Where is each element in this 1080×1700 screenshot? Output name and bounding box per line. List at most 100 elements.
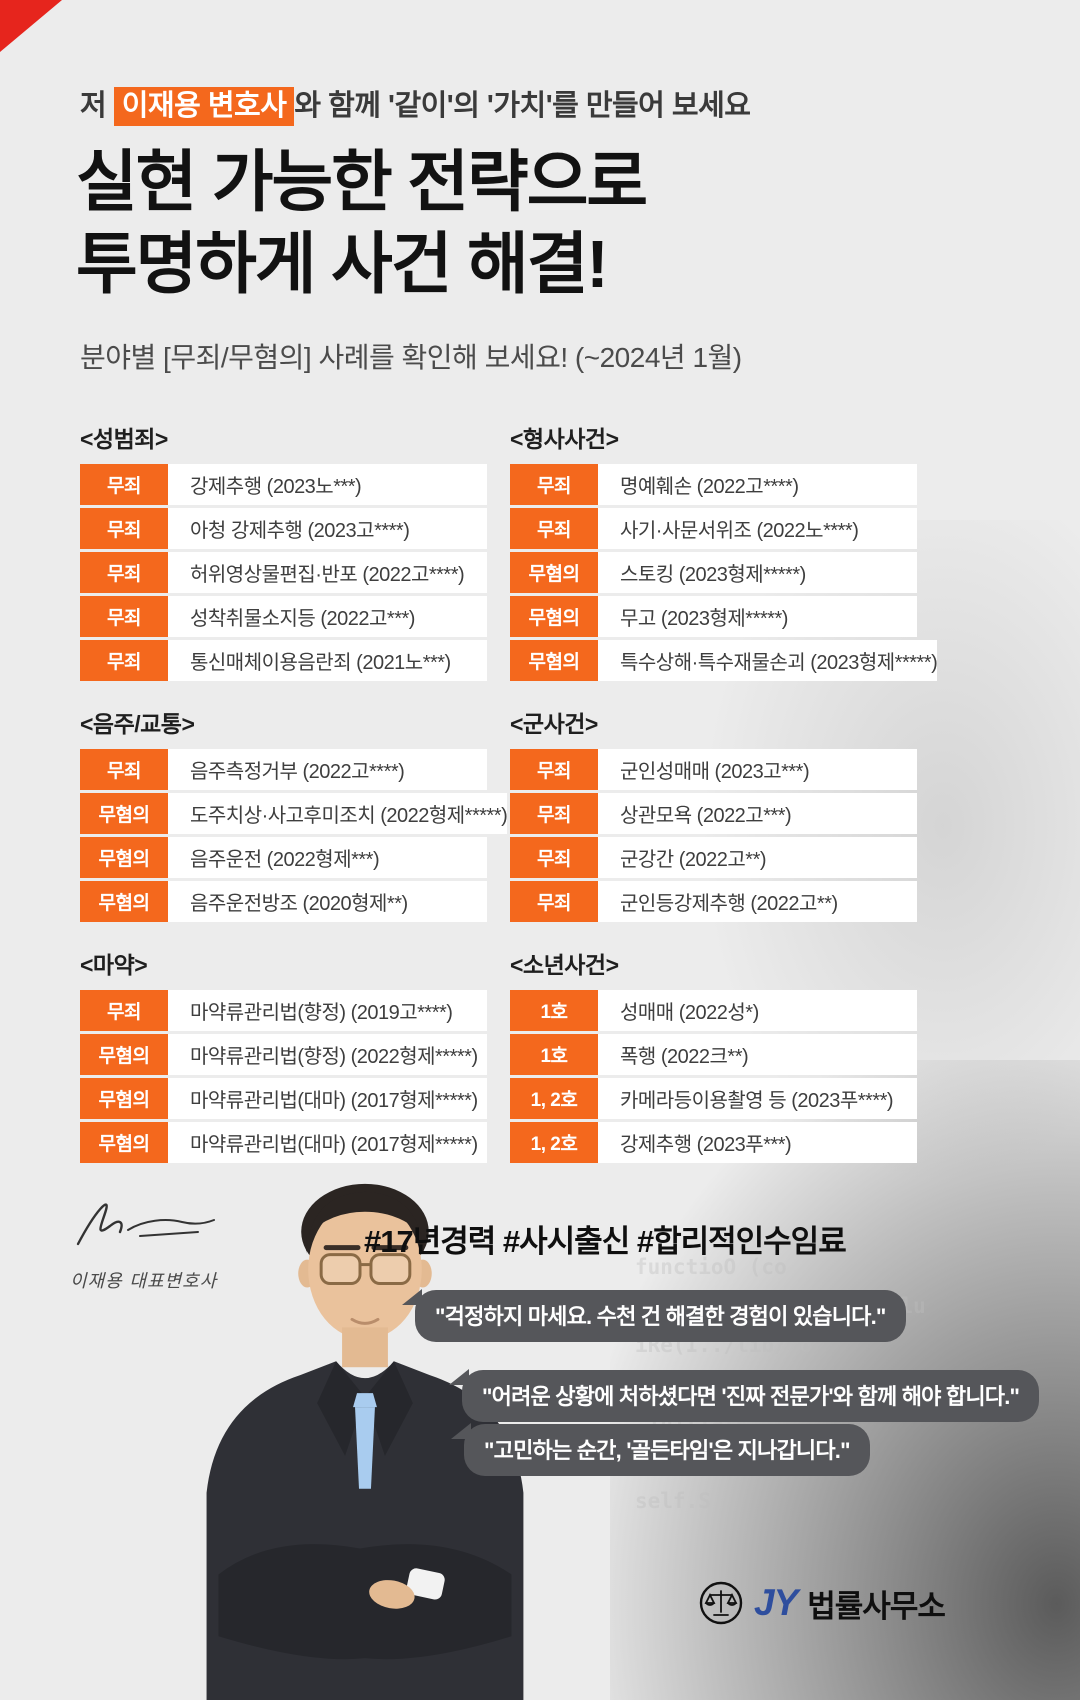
table-row: 무죄 통신매체이용음란죄 (2021노***) — [80, 640, 487, 681]
case-description: 마약류관리법(향정) (2019고****) — [168, 990, 487, 1031]
logo-name: 법률사무소 — [807, 1588, 946, 1624]
case-table: 1호 성매매 (2022성*) 1호 폭행 (2022크**) 1, 2호 카메라등이… — [510, 990, 917, 1163]
case-description: 음주측정거부 (2022고****) — [168, 749, 487, 790]
verdict-badge: 무죄 — [510, 793, 598, 834]
table-row: 무혐의 도주치상·사고후미조치 (2022형제*****) — [80, 793, 508, 834]
verdict-badge: 무죄 — [80, 464, 168, 505]
table-row: 무혐의 스토킹 (2023형제*****) — [510, 552, 917, 593]
quote-bubble: "고민하는 순간, '골든타임'은 지나갑니다." — [451, 1423, 870, 1476]
case-description: 무고 (2023형제*****) — [598, 596, 917, 637]
table-row: 무죄 군인성매매 (2023고***) — [510, 749, 917, 790]
table-row: 무죄 사기·사문서위조 (2022노****) — [510, 508, 917, 549]
table-row: 무혐의 마약류관리법(대마) (2017형제*****) — [80, 1122, 487, 1163]
case-description: 명예훼손 (2022고****) — [598, 464, 917, 505]
signature-block: 이재용 대표변호사 — [70, 1192, 260, 1293]
signature-name: 이재용 대표변호사 — [70, 1271, 218, 1292]
verdict-badge: 무죄 — [80, 749, 168, 790]
verdict-badge: 무죄 — [80, 990, 168, 1031]
verdict-badge: 무죄 — [80, 552, 168, 593]
verdict-badge: 무혐의 — [510, 596, 598, 637]
section-juvenile-cases: <소년사건> 1호 성매매 (2022성*) 1호 폭행 (2022크**) 1, … — [510, 946, 917, 1163]
case-description: 도주치상·사고후미조치 (2022형제*****) — [168, 793, 508, 834]
case-table: 무죄 음주측정거부 (2022고****) 무혐의 도주치상·사고후미조치 (202… — [80, 749, 508, 922]
case-description: 음주운전 (2022형제***) — [168, 837, 487, 878]
section-title: <성범죄> — [80, 426, 168, 452]
case-table: 무죄 명예훼손 (2022고****) 무죄 사기·사문서위조 (2022노****… — [510, 464, 938, 681]
section-military-cases: <군사건> 무죄 군인성매매 (2023고***) 무죄 상관모욕 (2022고**… — [510, 705, 917, 922]
section-dui-traffic: <음주/교통> 무죄 음주측정거부 (2022고****) 무혐의 도주치상·사고후… — [80, 705, 508, 922]
section-title: <소년사건> — [510, 952, 619, 978]
verdict-badge: 무죄 — [80, 596, 168, 637]
verdict-badge: 1호 — [510, 1034, 598, 1075]
case-description: 군인성매매 (2023고***) — [598, 749, 917, 790]
quote-bubble: "걱정하지 마세요. 수천 건 해결한 경험이 있습니다." — [402, 1289, 906, 1342]
verdict-badge: 무혐의 — [510, 640, 598, 681]
section-drugs: <마약> 무죄 마약류관리법(향정) (2019고****) 무혐의 마약류관리법(… — [80, 946, 487, 1163]
case-description: 군강간 (2022고**) — [598, 837, 917, 878]
verdict-badge: 무혐의 — [80, 837, 168, 878]
verdict-badge: 무혐의 — [80, 1078, 168, 1119]
table-row: 1, 2호 강제추행 (2023푸***) — [510, 1122, 917, 1163]
corner-ribbon — [0, 0, 62, 52]
hashtags: #17년경력 #사시출신 #합리적인수임료 — [364, 1224, 847, 1259]
case-results-grid: <성범죄> 무죄 강제추행 (2023노***) 무죄 아청 강제추행 (2023고… — [80, 420, 938, 1163]
table-row: 1호 성매매 (2022성*) — [510, 990, 917, 1031]
table-row: 무죄 성착취물소지등 (2022고***) — [80, 596, 487, 637]
case-description: 스토킹 (2023형제*****) — [598, 552, 917, 593]
case-table: 무죄 마약류관리법(향정) (2019고****) 무혐의 마약류관리법(향정) (… — [80, 990, 487, 1163]
verdict-badge: 무혐의 — [80, 793, 168, 834]
section-title: <형사사건> — [510, 426, 619, 452]
case-description: 특수상해·특수재물손괴 (2023형제*****) — [598, 640, 938, 681]
table-row: 무혐의 특수상해·특수재물손괴 (2023형제*****) — [510, 640, 938, 681]
tagline-suffix: 와 함께 '같이'의 '가치'를 만들어 보세요 — [294, 90, 751, 122]
verdict-badge: 1호 — [510, 990, 598, 1031]
title-line-2: 투명하게 사건 해결! — [76, 226, 609, 302]
tagline-prefix: 저 — [80, 90, 114, 122]
case-description: 마약류관리법(향정) (2022형제*****) — [168, 1034, 487, 1075]
case-description: 카메라등이용촬영 등 (2023푸****) — [598, 1078, 917, 1119]
page-title: 실현 가능한 전략으로 투명하게 사건 해결! — [76, 142, 648, 305]
case-description: 성매매 (2022성*) — [598, 990, 917, 1031]
table-row: 무죄 강제추행 (2023노***) — [80, 464, 487, 505]
verdict-badge: 무죄 — [510, 881, 598, 922]
table-row: 무죄 군강간 (2022고**) — [510, 837, 917, 878]
verdict-badge: 무죄 — [80, 508, 168, 549]
scales-of-justice-icon — [699, 1581, 743, 1625]
table-row: 무죄 군인등강제추행 (2022고**) — [510, 881, 917, 922]
verdict-badge: 무죄 — [510, 749, 598, 790]
section-title: <음주/교통> — [80, 711, 195, 737]
section-title: <마약> — [80, 952, 148, 978]
case-description: 군인등강제추행 (2022고**) — [598, 881, 917, 922]
case-description: 사기·사문서위조 (2022노****) — [598, 508, 917, 549]
lawyer-portrait-illustration — [206, 1183, 524, 1700]
quote-bubble: "어려운 상황에 처하셨다면 '진짜 전문가'와 함께 해야 합니다." — [448, 1369, 1040, 1422]
case-description: 통신매체이용음란죄 (2021노***) — [168, 640, 487, 681]
header-tagline: 저 이재용 변호사 와 함께 '같이'의 '가치'를 만들어 보세요 — [80, 82, 751, 126]
table-row: 무혐의 음주운전 (2022형제***) — [80, 837, 487, 878]
table-row: 무죄 허위영상물편집·반포 (2022고****) — [80, 552, 487, 593]
verdict-badge: 무혐의 — [510, 552, 598, 593]
title-line-1: 실현 가능한 전략으로 — [76, 145, 648, 220]
case-description: 마약류관리법(대마) (2017형제*****) — [168, 1122, 487, 1163]
case-table: 무죄 군인성매매 (2023고***) 무죄 상관모욕 (2022고***) 무죄 군… — [510, 749, 917, 922]
signature-scribble — [76, 1203, 215, 1246]
case-description: 폭행 (2022크**) — [598, 1034, 917, 1075]
case-description: 마약류관리법(대마) (2017형제*****) — [168, 1078, 487, 1119]
table-row: 무죄 명예훼손 (2022고****) — [510, 464, 917, 505]
section-criminal-cases: <형사사건> 무죄 명예훼손 (2022고****) 무죄 사기·사문서위조 (20… — [510, 420, 938, 681]
table-row: 무죄 음주측정거부 (2022고****) — [80, 749, 487, 790]
verdict-badge: 무죄 — [80, 640, 168, 681]
firm-logo: JY 법률사무소 — [698, 1580, 946, 1626]
code-line: functioO (co — [635, 1255, 787, 1279]
case-description: 아청 강제추행 (2023고****) — [168, 508, 487, 549]
verdict-badge: 무죄 — [510, 508, 598, 549]
verdict-badge: 무혐의 — [80, 881, 168, 922]
verdict-badge: 무혐의 — [80, 1034, 168, 1075]
lawyer-photo — [160, 1152, 560, 1700]
table-row: 무죄 아청 강제추행 (2023고****) — [80, 508, 487, 549]
verdict-badge: 무죄 — [510, 837, 598, 878]
case-description: 강제추행 (2023푸***) — [598, 1122, 917, 1163]
table-row: 무죄 상관모욕 (2022고***) — [510, 793, 917, 834]
table-row: 1, 2호 카메라등이용촬영 등 (2023푸****) — [510, 1078, 917, 1119]
